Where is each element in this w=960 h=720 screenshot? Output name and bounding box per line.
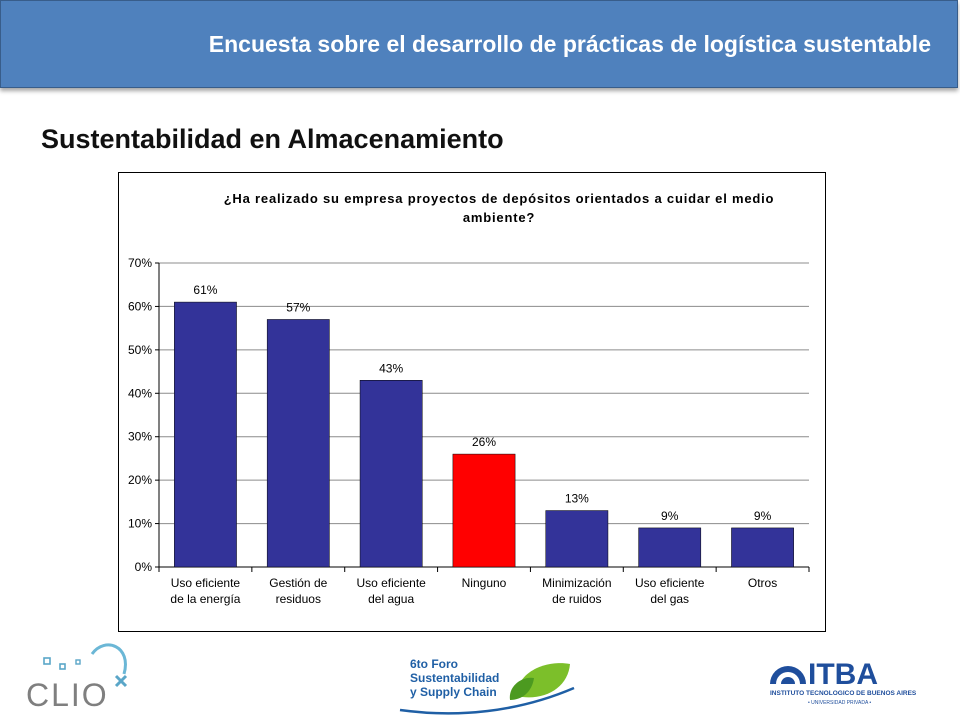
- x-tick-label: del gas: [650, 592, 689, 606]
- bar: [266, 319, 330, 568]
- swoosh-icon: [399, 686, 575, 715]
- clio-square-icon: [59, 663, 66, 670]
- data-label: 57%: [286, 300, 310, 314]
- x-tick-label: del agua: [368, 592, 414, 606]
- bar-chart: 0% 10% 20% 30% 40% 50% 60% 70% 61% Uso eficiente d…: [128, 256, 810, 606]
- x-tick-label: residuos: [276, 592, 321, 606]
- y-tick-label: 50%: [128, 343, 152, 357]
- itba-logo: ITBA INSTITUTO TECNOLOGICO DE BUENOS AIR…: [770, 658, 917, 706]
- clio-logo: CLIO: [26, 643, 128, 713]
- chart-frame: ¿Ha realizado su empresa proyectos de de…: [118, 172, 826, 632]
- x-tick-label: Uso eficiente: [171, 576, 241, 590]
- clio-text: CLIO: [26, 677, 109, 713]
- chart-title: ¿Ha realizado su empresa proyectos de de…: [223, 191, 775, 225]
- y-tick-label: 30%: [128, 430, 152, 444]
- x-tick-label: Uso eficiente: [356, 576, 426, 590]
- foro-line3: y Supply Chain: [410, 685, 497, 699]
- header-title: Encuesta sobre el desarrollo de práctica…: [208, 31, 931, 57]
- clio-square-icon: [43, 657, 51, 665]
- data-label: 61%: [193, 283, 217, 297]
- bar: [452, 453, 516, 568]
- section-title: Sustentabilidad en Almacenamiento: [41, 124, 504, 154]
- foro-line2: Sustentabilidad: [410, 671, 499, 685]
- y-tick-label: 40%: [128, 386, 152, 400]
- leaf-icon: [509, 677, 534, 700]
- bar: [731, 527, 794, 568]
- y-tick-label: 10%: [128, 517, 152, 531]
- bar: [174, 301, 237, 568]
- data-label: 13%: [565, 492, 589, 506]
- foro-logo: 6to Foro Sustentabilidad y Supply Chain: [399, 657, 575, 715]
- x-tick-label: de la energía: [170, 592, 240, 606]
- clio-arc-icon: [90, 643, 127, 675]
- itba-subtitle-2: • UNIVERSIDAD PRIVADA •: [808, 700, 871, 706]
- clio-square-icon: [75, 659, 81, 665]
- itba-text: ITBA: [808, 658, 878, 691]
- foro-line1: 6to Foro: [410, 657, 458, 671]
- x-tick-label: Uso eficiente: [635, 576, 705, 590]
- y-tick-label: 0%: [135, 560, 153, 574]
- x-tick-label: Minimización: [542, 576, 611, 590]
- itba-subtitle: INSTITUTO TECNOLOGICO DE BUENOS AIRES: [770, 690, 917, 697]
- footer: CLIO 6to Foro Sustentabilidad y Supply C…: [0, 640, 960, 720]
- bar: [359, 380, 423, 568]
- y-tick-label: 70%: [128, 256, 152, 270]
- x-tick-label: Gestión de: [269, 576, 327, 590]
- bar: [545, 510, 609, 568]
- x-tick-label: de ruidos: [552, 592, 601, 606]
- data-label: 43%: [379, 361, 403, 375]
- data-label: 26%: [472, 435, 496, 449]
- y-tick-label: 20%: [128, 473, 152, 487]
- y-tick-label: 60%: [128, 299, 152, 313]
- x-tick-label: Ninguno: [462, 576, 507, 590]
- itba-emblem-icon: [781, 677, 795, 684]
- data-label: 9%: [754, 509, 772, 523]
- bar: [638, 527, 702, 568]
- clio-x-icon: [114, 674, 128, 688]
- x-tick-label: Otros: [748, 576, 777, 590]
- header-banner: Encuesta sobre el desarrollo de práctica…: [0, 0, 958, 88]
- data-label: 9%: [661, 509, 679, 523]
